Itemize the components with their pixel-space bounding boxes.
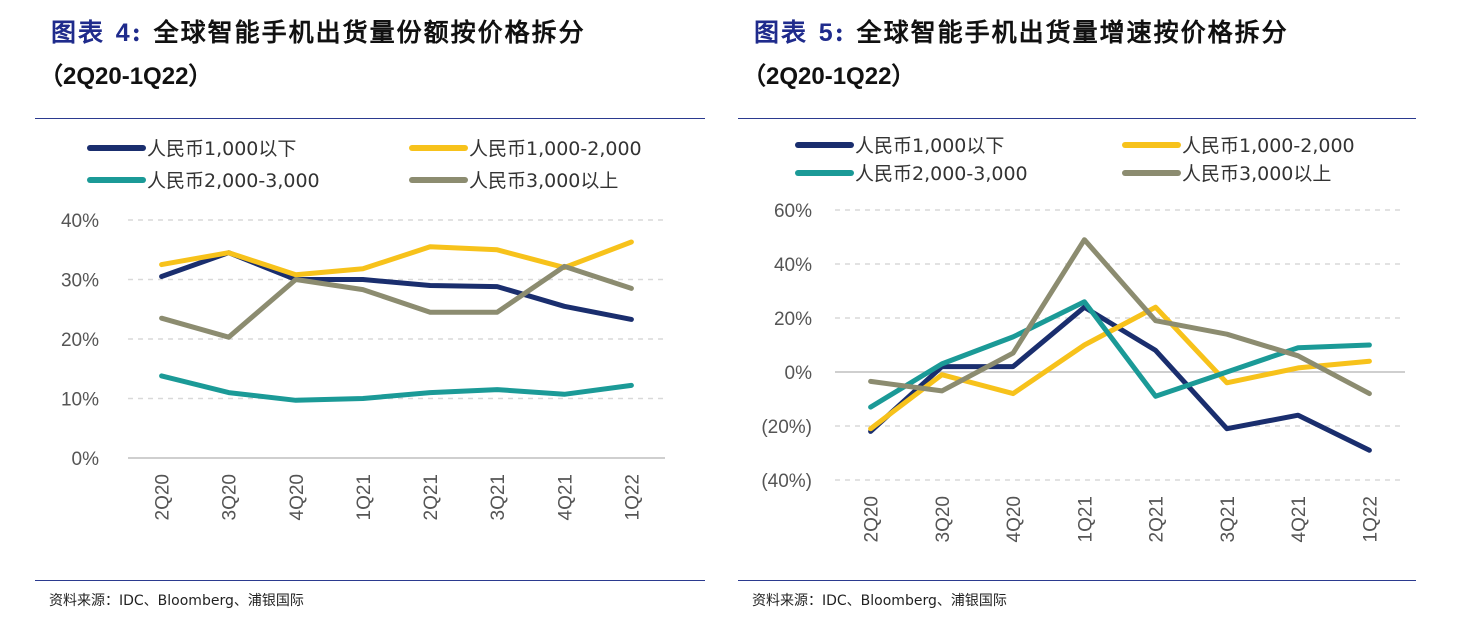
y-tick-label: 10% [61,390,99,411]
source-note: 资料来源：IDC、Bloomberg、浦银国际 [752,593,1007,609]
legend-label: 人民币1,000以下 [147,138,296,160]
series-line [159,239,634,278]
x-tick-label: 3Q21 [488,474,509,520]
chart-share-svg: 0% 10% 20% 30% 40% 2Q20 3Q20 4Q20 1Q21 2Q21 3Q21 4Q… [61,138,665,520]
title-number: 5 [818,19,835,47]
bottom-rule [738,580,1416,581]
x-tick-label: 4Q20 [1004,496,1025,542]
x-tick-label: 1Q21 [1075,496,1096,542]
title-number: 4 [115,19,132,47]
x-tick-label: 1Q21 [354,474,375,520]
chart-panel-growth: 图表 5: 全球智能手机出货量增速按价格拆分 （2Q20-1Q22） (40%)… [738,0,1416,633]
legend-label: 人民币3,000以上 [1182,163,1331,185]
top-rule [738,118,1416,119]
chart-title: 图表 4: 全球智能手机出货量份额按价格拆分 [51,14,586,52]
chart-subtitle: （2Q20-1Q22） [39,63,213,90]
series-line [159,263,634,340]
x-tick-label: 2Q20 [862,496,883,542]
y-tick-label: (20%) [761,417,812,438]
y-tick-label: 30% [61,271,99,292]
x-tick-label: 3Q20 [933,496,954,542]
title-prefix: 图表 [51,18,106,47]
x-tick-label: 4Q21 [555,474,576,520]
y-tick-label: 20% [774,309,812,330]
title-text: 全球智能手机出货量份额按价格拆分 [153,18,586,47]
legend-label: 人民币2,000-3,000 [147,170,320,192]
y-tick-label: 40% [774,255,812,276]
x-tick-label: 3Q20 [220,474,241,520]
series-line [868,304,1372,432]
series-line [159,250,634,322]
y-tick-label: 60% [774,201,812,222]
chart-panel-share: 图表 4: 全球智能手机出货量份额按价格拆分 （2Q20-1Q22） 0% 10%… [35,0,707,633]
title-colon: : [131,18,143,47]
x-tick-label: 2Q21 [1147,496,1168,542]
legend-label: 人民币1,000以下 [855,135,1004,157]
chart-subtitle: （2Q20-1Q22） [742,63,916,90]
title-colon: : [834,18,846,47]
legend-label: 人民币1,000-2,000 [1182,135,1355,157]
bottom-rule [35,580,705,581]
x-tick-label: 3Q21 [1218,496,1239,542]
y-tick-label: 0% [785,363,813,384]
legend-label: 人民币2,000-3,000 [855,163,1028,185]
y-tick-label: (40%) [761,471,812,492]
y-tick-label: 20% [61,330,99,351]
x-tick-label: 1Q22 [622,474,643,520]
legend-label: 人民币1,000-2,000 [469,138,642,160]
series-line [868,237,1372,397]
y-tick-label: 0% [72,449,100,470]
x-tick-label: 2Q20 [153,474,174,520]
legend-label: 人民币3,000以上 [469,170,618,192]
x-tick-label: 1Q22 [1360,496,1381,542]
source-note: 资料来源：IDC、Bloomberg、浦银国际 [49,593,304,609]
y-tick-label: 40% [61,211,99,232]
chart-title: 图表 5: 全球智能手机出货量增速按价格拆分 [754,14,1289,52]
title-text: 全球智能手机出货量增速按价格拆分 [856,18,1289,47]
x-tick-label: 4Q21 [1289,496,1310,542]
top-rule [35,118,705,119]
x-tick-label: 2Q21 [421,474,442,520]
series-line [159,373,634,403]
chart-growth-svg: (40%) (20%) 0% 20% 40% 60% 2Q20 3Q20 4Q20 1Q21 2Q2… [761,135,1405,542]
title-prefix: 图表 [754,18,809,47]
x-tick-label: 4Q20 [287,474,308,520]
